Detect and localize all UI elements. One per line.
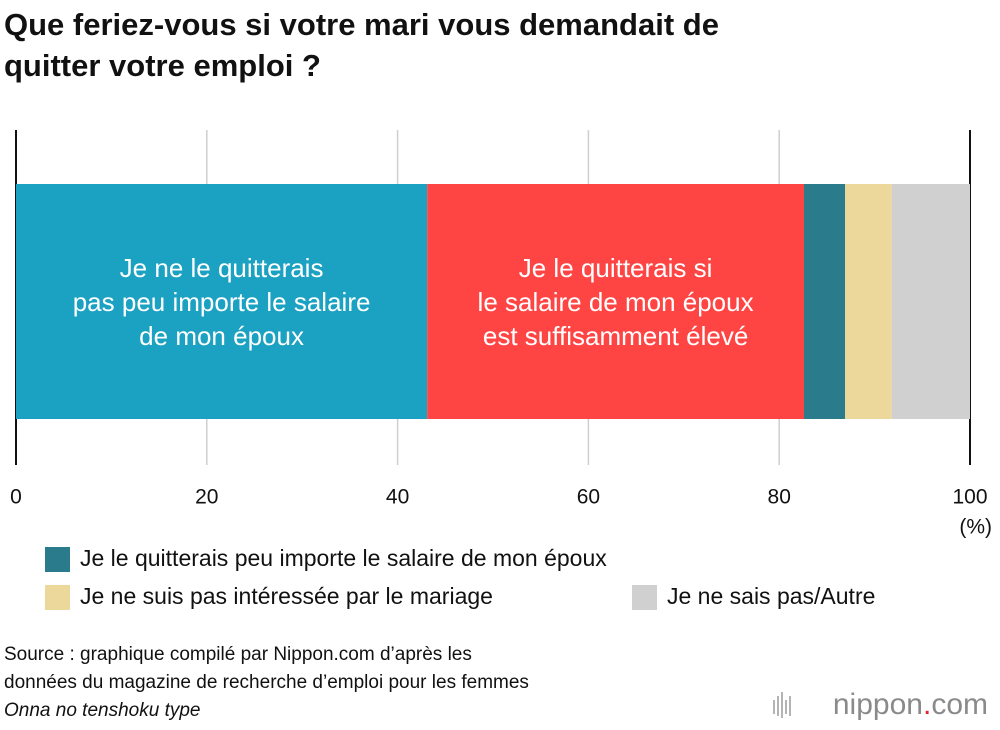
source: Source : graphique compilé par Nippon.co… [4, 644, 472, 665]
legend-label: Je le quitterais peu importe le salaire … [80, 545, 607, 571]
x-tick-label: 40 [386, 486, 409, 509]
x-tick-label: 100 [952, 486, 987, 509]
x-tick-label: 80 [768, 486, 791, 509]
bar-segment [804, 184, 846, 419]
legend-swatch [45, 547, 70, 572]
logo: nippon.com [833, 688, 988, 721]
segment-label: Je ne le quitterais pas peu importe le s… [72, 252, 371, 351]
logo-part: nippon [833, 688, 923, 721]
x-tick-label: 60 [577, 486, 600, 509]
logo-part: com [931, 688, 988, 721]
legend-label: Je ne sais pas/Autre [667, 583, 875, 609]
source: données du magazine de recherche d’emplo… [4, 672, 529, 693]
bar-segment [845, 184, 892, 419]
segment-label: Je le quitterais si le salaire de mon ép… [477, 252, 754, 351]
legend-swatch [632, 585, 657, 610]
source-title: Onna no tenshoku type [4, 700, 201, 721]
bar-segment [891, 184, 970, 419]
legend-label: Je ne suis pas intéressée par le mariage [80, 583, 493, 609]
legend-swatch [45, 585, 70, 610]
chart-title: Que feriez-vous si votre mari vous deman… [4, 7, 719, 83]
logo-part: . [923, 688, 931, 721]
x-tick-label: 0 [10, 486, 22, 509]
bar-segment [427, 184, 805, 419]
x-unit: (%) [959, 516, 992, 539]
x-tick-label: 20 [195, 486, 218, 509]
bar-segment [16, 184, 428, 419]
